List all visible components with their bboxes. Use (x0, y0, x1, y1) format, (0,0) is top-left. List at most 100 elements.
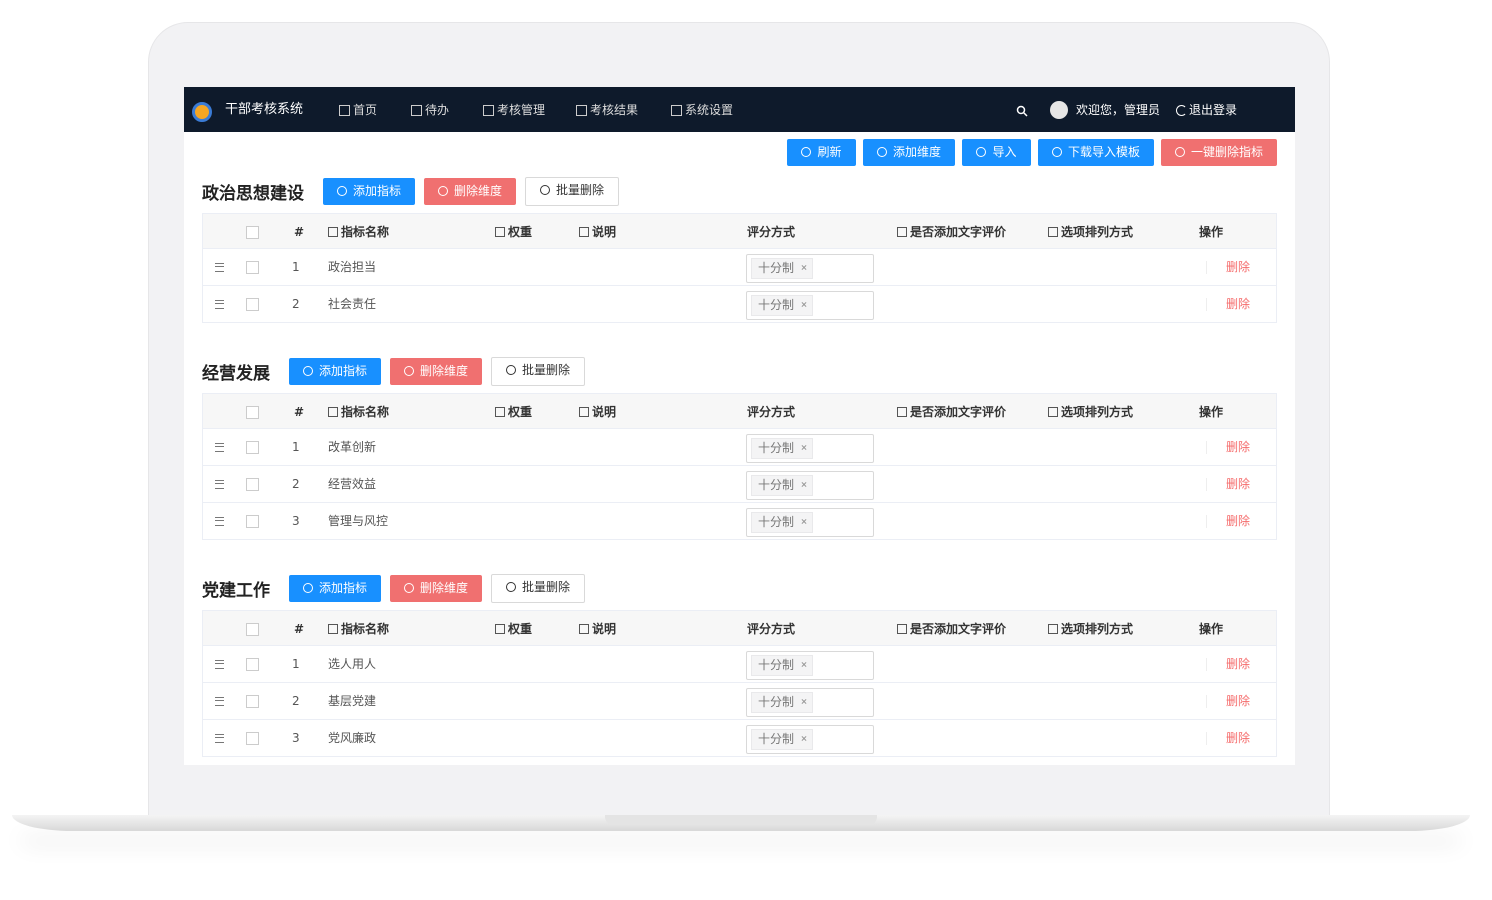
scoring-select[interactable]: 十分制 (746, 725, 874, 754)
header-checkbox[interactable] (246, 406, 259, 419)
column-label: 操作 (1199, 405, 1224, 419)
logout-icon (1176, 105, 1187, 116)
scoring-select[interactable]: 十分制 (746, 651, 874, 680)
row-checkbox[interactable] (246, 695, 259, 708)
delete-link[interactable]: 删除 (1226, 514, 1251, 528)
scoring-select[interactable]: 十分制 (746, 471, 874, 500)
edit-icon (495, 624, 505, 634)
edit-icon (1048, 624, 1058, 634)
column-header: 是否添加文字评价 (897, 214, 1006, 250)
edit-icon (897, 227, 907, 237)
table-row: 1 改革创新 十分制 删除 (202, 429, 1277, 466)
column-header: 选项排列方式 (1048, 214, 1133, 250)
nav-item[interactable]: 待办 (425, 103, 450, 117)
scoring-select[interactable]: 十分制 (746, 508, 874, 537)
column-header: 权重 (495, 394, 532, 430)
section-button[interactable]: 删除维度 (424, 177, 516, 205)
toolbar-button[interactable]: 下载导入模板 (1038, 139, 1154, 166)
drag-handle[interactable] (215, 517, 224, 526)
divider (1206, 732, 1207, 745)
delete-link[interactable]: 删除 (1226, 731, 1251, 745)
header-checkbox[interactable] (246, 623, 259, 636)
button-label: 一键删除指标 (1190, 145, 1263, 159)
button-icon (403, 582, 414, 593)
section-button[interactable]: 批量删除 (491, 573, 585, 603)
divider (1206, 515, 1207, 528)
row-checkbox[interactable] (246, 441, 259, 454)
row-index: 3 (292, 514, 300, 528)
section-button[interactable]: 批量删除 (525, 176, 619, 206)
delete-link[interactable]: 删除 (1226, 694, 1251, 708)
scoring-select[interactable]: 十分制 (746, 254, 874, 283)
toolbar-button[interactable]: 添加维度 (863, 139, 955, 166)
search-icon[interactable] (1016, 105, 1028, 117)
row-checkbox[interactable] (246, 478, 259, 491)
edit-icon (495, 227, 505, 237)
nav-item[interactable]: 系统设置 (685, 103, 734, 117)
button-icon (539, 184, 550, 195)
edit-icon (897, 407, 907, 417)
section-button[interactable]: 添加指标 (323, 177, 415, 205)
row-checkbox[interactable] (246, 732, 259, 745)
section-button[interactable]: 删除维度 (390, 574, 482, 602)
section-button[interactable]: 批量删除 (491, 356, 585, 386)
section-title: 经营发展 (202, 363, 270, 384)
navbar: 干部考核系统 欢迎您，管理员 退出登录 首页 待办 考核管理 考核结果 系统设置 (184, 87, 1295, 132)
nav-icon (671, 105, 682, 116)
user-greeting[interactable]: 欢迎您，管理员 (1076, 103, 1161, 117)
section-title: 党建工作 (202, 580, 270, 601)
scoring-select[interactable]: 十分制 (746, 291, 874, 320)
delete-link[interactable]: 删除 (1226, 477, 1251, 491)
table-row: 1 政治担当 十分制 删除 (202, 249, 1277, 286)
button-label: 导入 (992, 145, 1017, 159)
delete-link[interactable]: 删除 (1226, 260, 1251, 274)
row-checkbox[interactable] (246, 515, 259, 528)
column-label: # (294, 405, 305, 419)
divider (1206, 298, 1207, 311)
logo (192, 102, 212, 122)
drag-handle[interactable] (215, 734, 224, 743)
edit-icon (495, 407, 505, 417)
delete-link[interactable]: 删除 (1226, 657, 1251, 671)
table-row: 1 选人用人 十分制 删除 (202, 646, 1277, 683)
button-label: 添加指标 (318, 580, 367, 595)
column-header: 说明 (579, 394, 616, 430)
indicator-name: 党风廉政 (328, 731, 377, 745)
row-checkbox[interactable] (246, 298, 259, 311)
button-icon (801, 147, 812, 157)
brand[interactable]: 干部考核系统 (225, 102, 304, 117)
scoring-tag: 十分制 (751, 438, 814, 459)
drag-handle[interactable] (215, 300, 224, 309)
column-header: # (294, 394, 304, 430)
nav-item[interactable]: 首页 (353, 103, 378, 117)
indicator-name: 选人用人 (328, 657, 377, 671)
drag-handle[interactable] (215, 480, 224, 489)
logout[interactable]: 退出登录 (1189, 103, 1238, 117)
toolbar-button[interactable]: 导入 (962, 139, 1031, 166)
avatar[interactable] (1050, 101, 1068, 119)
delete-link[interactable]: 删除 (1226, 297, 1251, 311)
button-label: 删除维度 (419, 363, 468, 378)
toolbar-button[interactable]: 刷新 (787, 139, 856, 166)
row-checkbox[interactable] (246, 658, 259, 671)
nav-item[interactable]: 考核结果 (590, 103, 639, 117)
row-checkbox[interactable] (246, 261, 259, 274)
toolbar-button[interactable]: 一键删除指标 (1161, 139, 1277, 166)
column-header: 操作 (1199, 611, 1223, 647)
section-button[interactable]: 删除维度 (390, 357, 482, 385)
drag-handle[interactable] (215, 660, 224, 669)
section-button[interactable]: 添加指标 (289, 357, 381, 385)
scoring-select[interactable]: 十分制 (746, 434, 874, 463)
button-icon (336, 185, 347, 196)
delete-link[interactable]: 删除 (1226, 440, 1251, 454)
row-index: 1 (292, 260, 300, 274)
nav-item[interactable]: 考核管理 (497, 103, 546, 117)
scoring-select[interactable]: 十分制 (746, 688, 874, 717)
header-checkbox[interactable] (246, 226, 259, 239)
drag-handle[interactable] (215, 263, 224, 272)
column-header: 指标名称 (328, 214, 389, 250)
drag-handle[interactable] (215, 443, 224, 452)
drag-handle[interactable] (215, 697, 224, 706)
column-header: 选项排列方式 (1048, 611, 1133, 647)
section-button[interactable]: 添加指标 (289, 574, 381, 602)
